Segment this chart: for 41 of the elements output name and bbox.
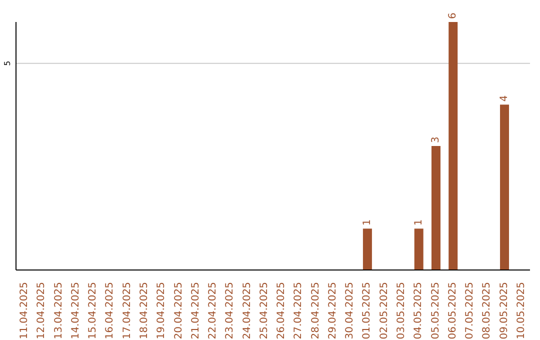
x-tick-label: 08.05.2025 [482,282,493,340]
x-tick-label: 03.05.2025 [396,282,407,340]
x-tick-label: 19.04.2025 [156,282,168,340]
bar [431,146,440,270]
x-tick-label: 02.05.2025 [378,282,390,340]
bar [362,228,372,270]
data-label: 3 [430,136,442,143]
bar [414,228,424,270]
x-tick-label: 07.05.2025 [464,282,476,340]
x-tick-label: 09.05.2025 [498,282,510,340]
x-tick-label: 04.05.2025 [413,282,424,340]
x-tick-label: 12.04.2025 [36,282,48,340]
x-tick-label: 11.04.2025 [19,282,30,340]
data-label: 6 [448,12,459,19]
x-tick-label: 01.05.2025 [362,282,373,340]
x-tick-label: 29.04.2025 [327,282,338,340]
x-tick-label: 06.05.2025 [447,282,458,340]
data-label: 1 [362,219,373,226]
x-tick-label: 23.04.2025 [224,282,236,340]
data-label: 1 [413,219,424,226]
bar [500,104,510,270]
x-tick-label: 17.04.2025 [122,282,133,340]
x-tick-label: 26.04.2025 [276,282,288,340]
x-tick-label: 18.04.2025 [139,282,150,340]
x-tick-label: 15.04.2025 [88,282,99,340]
x-tick-label: 14.04.2025 [70,282,82,340]
x-tick-label: 20.04.2025 [173,282,184,340]
x-tick-label: 27.04.2025 [293,282,304,340]
x-tick-label: 13.04.2025 [53,282,64,340]
x-tick-label: 16.04.2025 [104,282,116,340]
y-tick-label: 5 [3,60,12,66]
x-tick-label: 21.04.2025 [190,282,202,340]
bar [448,22,458,270]
x-tick-label: 28.04.2025 [310,282,322,340]
x-tick-label: 05.05.2025 [430,282,442,340]
x-tick-label: 30.04.2025 [344,282,356,340]
x-tick-label: 22.04.2025 [208,282,219,340]
x-tick-label: 25.04.2025 [258,282,270,340]
data-label: 4 [499,95,510,102]
x-tick-label: 10.05.2025 [516,282,527,340]
x-tick-label: 24.04.2025 [242,282,253,340]
